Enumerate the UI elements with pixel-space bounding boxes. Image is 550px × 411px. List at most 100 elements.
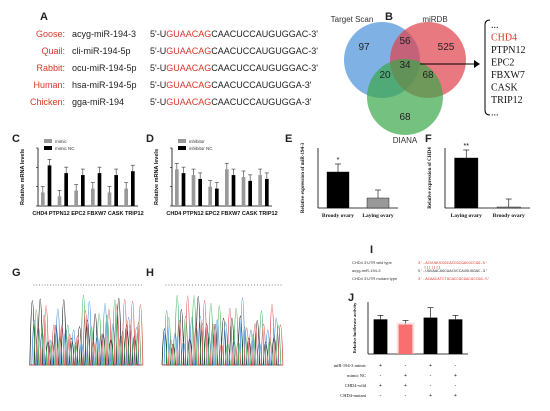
base-call-dot (121, 284, 123, 286)
base-call-dot (245, 284, 247, 286)
base-call-dot (110, 284, 112, 286)
binding-row-label: acyg-miR-194-3 (352, 268, 381, 273)
base-call-dot (129, 284, 131, 286)
condition-sign: - (405, 393, 407, 399)
legend-label: inhibitor NC (189, 146, 213, 151)
chromatogram-g (29, 284, 144, 366)
condition-sign: - (380, 393, 382, 399)
base-call-dot (135, 284, 137, 286)
binding-row-sequence: 3'-ACUUGUCUGCACCGCGACGCCGG-5' (418, 261, 488, 266)
base-call-dot (105, 284, 106, 286)
base-call-dot (197, 284, 199, 286)
venn-diagram: Target Scan miRDB DIANA 97 56 525 34 20 … (331, 15, 491, 145)
chd4-expression-bar-chart: Laying ovary Broody ovary ** Relative expre… (428, 143, 530, 219)
base-call-dot (52, 284, 54, 286)
bar-inhibitor (225, 169, 229, 206)
bar-mimic-nc (114, 175, 118, 206)
panel-letter-a: A (40, 11, 48, 23)
binding-row-label: CHD4 3'UTR mutant type (352, 276, 398, 281)
species-label: Chicken: (30, 97, 65, 107)
mirna-name: acyg-miR-194-3 (72, 29, 136, 39)
luciferase-bar-chart: Relative luciferase activity miR-194-3 mi… (334, 302, 468, 399)
base-call-dot (262, 284, 264, 286)
base-call-dot (218, 284, 220, 286)
bar-inhibitor-nc (181, 173, 186, 206)
gene-list-item: PTPN12 (491, 45, 525, 56)
base-call-dot (212, 284, 214, 286)
binding-row-sequence: 5'-UGUAACAGCAACUCCAUGUGGAC-3' (418, 269, 488, 274)
condition-sign: + (379, 363, 382, 369)
y-axis-label: Relative mRNA levels (154, 149, 160, 205)
condition-sign: + (404, 383, 407, 389)
bar-mimic (124, 188, 128, 206)
bar-inhibitor (208, 186, 212, 206)
base-call-dot (107, 284, 109, 286)
trace-line (162, 295, 284, 366)
panel-letter-j: J (348, 292, 354, 304)
base-call-dot (271, 284, 273, 286)
sequence-prefix: 5'-U (150, 97, 166, 107)
seed-region: GUAACAG (166, 80, 211, 90)
base-call-dot (254, 284, 255, 286)
panel-letter-c: C (12, 133, 20, 145)
significance-marker: * (337, 157, 340, 164)
bar-mimic (57, 196, 62, 206)
mirna-name: hsa-miR-194-5p (72, 80, 137, 90)
base-call-dot (91, 284, 93, 286)
bar (448, 319, 463, 354)
gene-list-item: EPC2 (491, 58, 514, 69)
base-call-dot (94, 284, 95, 286)
bar-inhibitor-nc (231, 175, 236, 206)
bar-mimic (41, 192, 45, 206)
bar-mimic (74, 190, 78, 206)
gene-list-item: CHD4 (491, 33, 517, 44)
base-call-dot (88, 284, 90, 286)
venn-count-center: 34 (399, 60, 411, 71)
bar (366, 197, 390, 209)
mirna-name: ocu-miR-194-5p (72, 63, 137, 73)
significance-marker: ** (464, 143, 470, 150)
legend-label: inhibitor (189, 139, 205, 144)
seed-region: GUAACAG (166, 63, 211, 73)
base-call-dot (61, 284, 62, 286)
base-call-dot (63, 284, 65, 286)
bar-inhibitor (191, 175, 196, 206)
base-call-dot (116, 284, 117, 286)
bar (326, 171, 350, 209)
condition-sign: - (430, 373, 432, 379)
panel-letter-d: D (146, 133, 154, 145)
base-call-dot (44, 284, 46, 286)
base-call-dot (242, 284, 244, 286)
gene-list-item: ... (491, 108, 499, 119)
y-axis-label: Relative luciferase activity (352, 302, 357, 353)
mimic-mrna-bar-chart: mimic mimic NC Relative mRNA levels CHD4 PT… (20, 139, 144, 217)
base-call-dot (168, 284, 170, 286)
legend-label: mimic (55, 139, 67, 144)
bar (496, 206, 521, 209)
mirna-sequence: 5'-UGUAACAGCAACUCCAUGUGGAC-3' (150, 29, 318, 39)
y-axis-label: Relative expression of miR-194-3 (301, 142, 306, 213)
bar (454, 157, 479, 209)
sequence-prefix: 5'-U (150, 80, 166, 90)
legend-swatch (44, 146, 52, 150)
sequence-suffix: CAACUCCAUGUGGAC-3' (211, 29, 318, 39)
trace-line (162, 297, 280, 366)
base-call-dot (174, 284, 176, 286)
condition-sign: + (454, 373, 457, 379)
base-call-dot (72, 284, 73, 286)
gene-list-item: ... (491, 20, 499, 31)
condition-sign: + (379, 383, 382, 389)
sequence-prefix: 5'-U (150, 63, 166, 73)
base-call-dot (177, 284, 179, 286)
base-call-dot (192, 284, 194, 286)
venn-arrow-head (474, 60, 480, 68)
base-call-dot (203, 284, 205, 286)
base-call-dot (99, 284, 101, 286)
condition-sign: - (455, 363, 457, 369)
sequence-suffix: CAACUCCAUGUGGAC-3' (211, 63, 318, 73)
gene-list-item: FBXW7 (491, 70, 525, 81)
sequence-suffix: CAACUCCAUGUGGA-3' (211, 97, 312, 107)
mirna-name: gga-miR-194 (72, 97, 124, 107)
base-call-dot (209, 284, 211, 286)
